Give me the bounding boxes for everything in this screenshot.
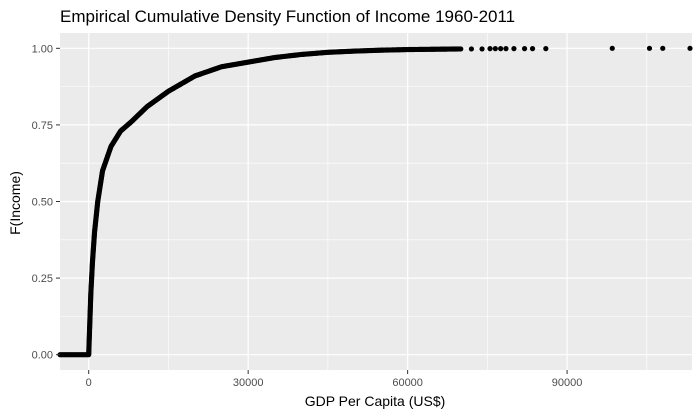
y-tick-label: 0.00 [32,350,53,362]
tail-point [498,46,504,52]
x-tick-label: 0 [86,377,92,389]
ecdf-point [458,46,464,52]
y-tick-label: 0.50 [32,197,53,209]
y-axis-title: F(Income) [7,171,23,235]
ecdf-points [57,45,693,358]
tail-point [609,45,615,51]
x-tick-label: 90000 [552,377,583,389]
tail-point [529,46,536,52]
chart-title: Empirical Cumulative Density Function of… [60,7,515,26]
x-tick-label: 60000 [392,377,423,389]
tail-point [511,46,517,52]
tail-point [492,46,498,52]
y-tick-label: 0.75 [32,120,53,132]
tail-point [543,46,549,52]
y-tick-label: 0.25 [32,273,53,285]
tail-point [687,45,693,51]
tail-point [646,45,653,51]
tail-point [660,45,666,51]
tail-point [521,46,528,52]
tail-point [468,46,475,52]
tail-point [479,46,485,52]
x-axis-title: GDP Per Capita (US$) [305,393,446,409]
tail-point [503,46,509,52]
x-tick-label: 30000 [233,377,264,389]
tail-point [487,46,493,52]
x-axis: 0 30000 60000 90000 [86,370,583,389]
y-axis: 0.00 0.25 0.50 0.75 1.00 [32,43,60,362]
major-gridlines [60,33,692,370]
y-tick-label: 1.00 [32,43,53,55]
